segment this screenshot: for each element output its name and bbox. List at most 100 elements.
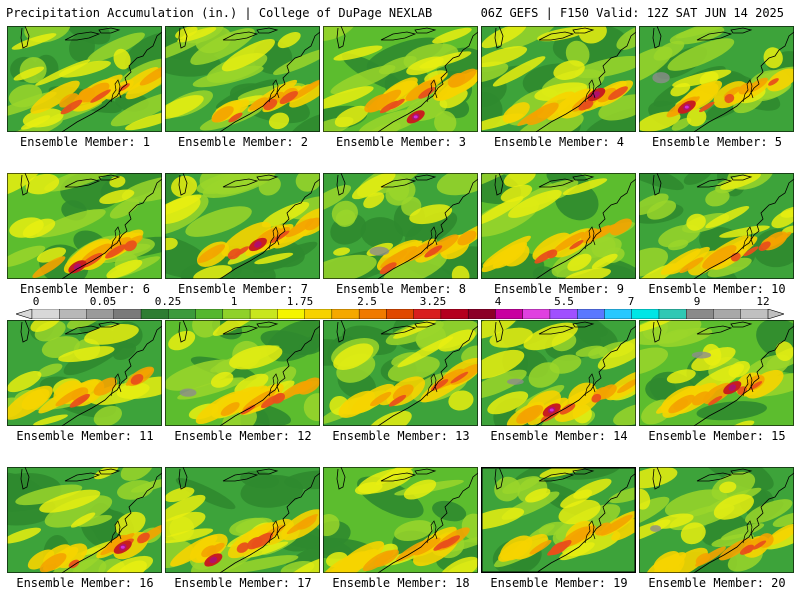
ensemble-member-label: Ensemble Member: 11 <box>16 429 154 443</box>
colorbar-swatch <box>358 309 387 319</box>
colorbar-swatch <box>31 309 60 319</box>
colorbar-swatch <box>113 309 142 319</box>
colorbar-tick-label: 0.25 <box>154 295 182 308</box>
precip-map-graphic <box>323 173 478 279</box>
colorbar-swatch <box>549 309 578 319</box>
ensemble-member-map <box>7 173 162 279</box>
colorbar-tick-label: 4 <box>494 295 502 308</box>
ensemble-member-label: Ensemble Member: 17 <box>174 576 312 590</box>
colorbar-swatch <box>331 309 360 319</box>
colorbar-tick-label: 2.5 <box>357 295 377 308</box>
ensemble-member-label: Ensemble Member: 9 <box>493 282 625 296</box>
precip-map-graphic <box>481 173 636 279</box>
ensemble-member-label: Ensemble Member: 3 <box>335 135 467 149</box>
colorbar-swatch <box>222 309 251 319</box>
precip-map-graphic <box>323 467 478 573</box>
ensemble-member-map <box>639 173 794 279</box>
map-title: Precipitation Accumulation (in.) | Colle… <box>6 6 433 20</box>
ensemble-member-map <box>323 173 478 279</box>
colorbar-swatch <box>86 309 115 319</box>
colorbar-tick-label: 7 <box>627 295 635 308</box>
ensemble-member-map <box>481 173 636 279</box>
colorbar-tick-label: 1.75 <box>286 295 314 308</box>
ensemble-member-label: Ensemble Member: 20 <box>648 576 786 590</box>
precip-map-graphic <box>639 467 794 573</box>
ensemble-member-map <box>481 320 636 426</box>
model-run-info: 06Z GEFS | F150 Valid: 12Z SAT JUN 14 20… <box>480 6 784 20</box>
ensemble-member-label: Ensemble Member: 12 <box>174 429 312 443</box>
colorbar-swatch <box>740 309 769 319</box>
precip-map-graphic <box>323 26 478 132</box>
precip-map-graphic <box>165 320 320 426</box>
precip-map-graphic <box>165 26 320 132</box>
colorbar-swatch <box>413 309 442 319</box>
colorbar-swatch <box>495 309 524 319</box>
ensemble-member-label: Ensemble Member: 6 <box>19 282 151 296</box>
colorbar-swatch <box>59 309 87 319</box>
colorbar-swatch <box>440 309 469 319</box>
precip-map-graphic <box>639 320 794 426</box>
precip-map-graphic <box>481 467 636 573</box>
colorbar-tick-label: 12 <box>756 295 770 308</box>
colorbar-swatch <box>522 309 551 319</box>
ensemble-member-map <box>323 467 478 573</box>
precip-map-graphic <box>165 467 320 573</box>
ensemble-member-label: Ensemble Member: 14 <box>490 429 628 443</box>
colorbar-swatch <box>386 309 415 319</box>
ensemble-member-label: Ensemble Member: 13 <box>332 429 470 443</box>
precip-map-graphic <box>639 26 794 132</box>
ensemble-member-label: Ensemble Member: 15 <box>648 429 786 443</box>
precip-map-graphic <box>639 173 794 279</box>
colorbar-swatch <box>631 309 660 319</box>
ensemble-member-label: Ensemble Member: 19 <box>490 576 628 590</box>
colorbar-swatch <box>195 309 224 319</box>
ensemble-member-map <box>165 320 320 426</box>
ensemble-member-map <box>639 467 794 573</box>
colorbar-swatch <box>713 309 742 319</box>
colorbar-tick-label: 5.5 <box>554 295 574 308</box>
colorbar-max-arrow <box>767 309 784 319</box>
colorbar-swatch <box>140 309 169 319</box>
colorbar-tick-label: 3.25 <box>419 295 447 308</box>
ensemble-member-label: Ensemble Member: 18 <box>332 576 470 590</box>
ensemble-member-label: Ensemble Member: 10 <box>648 282 786 296</box>
precip-map-graphic <box>7 26 162 132</box>
precip-map-graphic <box>165 173 320 279</box>
ensemble-member-map <box>481 26 636 132</box>
ensemble-member-label: Ensemble Member: 7 <box>177 282 309 296</box>
ensemble-member-map <box>7 467 162 573</box>
colorbar <box>16 309 784 319</box>
ensemble-member-label: Ensemble Member: 1 <box>19 135 151 149</box>
ensemble-member-label: Ensemble Member: 8 <box>335 282 467 296</box>
colorbar-swatch <box>686 309 714 319</box>
ensemble-member-map <box>639 26 794 132</box>
colorbar-tick-label: 9 <box>693 295 701 308</box>
ensemble-member-map <box>323 26 478 132</box>
ensemble-member-map <box>165 173 320 279</box>
ensemble-member-map <box>323 320 478 426</box>
ensemble-member-map <box>165 26 320 132</box>
precip-map-graphic <box>481 26 636 132</box>
ensemble-member-label: Ensemble Member: 16 <box>16 576 154 590</box>
colorbar-tick-label: 1 <box>230 295 238 308</box>
colorbar-tick-label: 0.05 <box>89 295 117 308</box>
colorbar-swatch <box>304 309 333 319</box>
colorbar-swatch <box>576 309 605 319</box>
ensemble-member-label: Ensemble Member: 2 <box>177 135 309 149</box>
precip-map-graphic <box>7 320 162 426</box>
ensemble-member-map <box>639 320 794 426</box>
colorbar-min-arrow <box>16 309 33 319</box>
colorbar-swatch <box>604 309 633 319</box>
ensemble-member-map <box>7 26 162 132</box>
colorbar-swatch <box>249 309 278 319</box>
colorbar-tick-label: 0 <box>32 295 40 308</box>
precip-map-graphic <box>7 173 162 279</box>
precip-map-graphic <box>481 320 636 426</box>
ensemble-member-map <box>481 467 636 573</box>
ensemble-member-label: Ensemble Member: 5 <box>651 135 783 149</box>
ensemble-member-label: Ensemble Member: 4 <box>493 135 625 149</box>
colorbar-swatch <box>168 309 196 319</box>
ensemble-member-map <box>165 467 320 573</box>
colorbar-swatch <box>658 309 687 319</box>
colorbar-swatch <box>277 309 305 319</box>
